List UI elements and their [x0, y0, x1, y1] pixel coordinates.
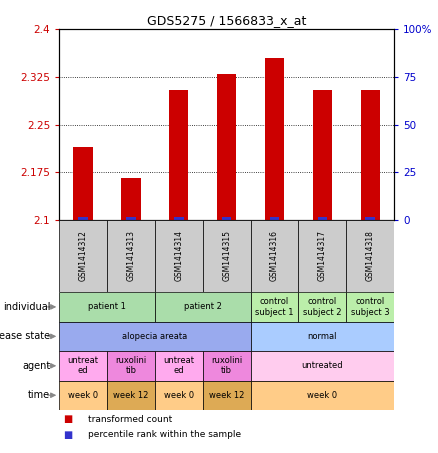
Bar	[365, 217, 375, 220]
Bar	[126, 217, 136, 220]
Text: week 0: week 0	[307, 391, 337, 400]
Text: GSM1414317: GSM1414317	[318, 231, 327, 281]
Bar	[107, 351, 155, 381]
Bar	[298, 220, 346, 292]
Bar	[251, 381, 394, 410]
Text: individual: individual	[3, 302, 50, 312]
Text: week 12: week 12	[113, 391, 148, 400]
Text: week 12: week 12	[209, 391, 244, 400]
Bar	[251, 351, 394, 381]
Bar	[155, 351, 203, 381]
Text: transformed count: transformed count	[88, 414, 172, 424]
Bar	[174, 217, 184, 220]
Bar	[59, 322, 251, 351]
Bar	[121, 178, 141, 220]
Bar	[346, 292, 394, 322]
Bar	[222, 217, 231, 220]
Text: GSM1414318: GSM1414318	[366, 231, 375, 281]
Text: untreat
ed: untreat ed	[163, 356, 194, 376]
Bar	[360, 90, 380, 220]
Text: percentile rank within the sample: percentile rank within the sample	[88, 430, 241, 439]
Bar	[298, 292, 346, 322]
Text: untreat
ed: untreat ed	[67, 356, 99, 376]
Bar	[155, 292, 251, 322]
Text: control
subject 1: control subject 1	[255, 297, 294, 317]
Bar	[59, 220, 107, 292]
Bar	[203, 351, 251, 381]
Text: patient 1: patient 1	[88, 303, 126, 311]
Text: control
subject 2: control subject 2	[303, 297, 342, 317]
Text: patient 2: patient 2	[184, 303, 222, 311]
Text: untreated: untreated	[302, 361, 343, 370]
Bar	[155, 381, 203, 410]
Text: normal: normal	[307, 332, 337, 341]
Text: GSM1414314: GSM1414314	[174, 231, 183, 281]
Bar	[78, 217, 88, 220]
Bar	[265, 58, 284, 220]
Bar	[59, 381, 107, 410]
Bar	[74, 147, 93, 220]
Text: control
subject 3: control subject 3	[351, 297, 389, 317]
Bar	[107, 381, 155, 410]
Text: ■: ■	[64, 430, 73, 440]
Bar	[155, 220, 203, 292]
Text: GSM1414316: GSM1414316	[270, 231, 279, 281]
Text: ■: ■	[64, 414, 73, 424]
Bar	[313, 90, 332, 220]
Bar	[251, 292, 298, 322]
Text: GSM1414315: GSM1414315	[222, 231, 231, 281]
Bar	[107, 220, 155, 292]
Text: GSM1414312: GSM1414312	[78, 231, 88, 281]
Title: GDS5275 / 1566833_x_at: GDS5275 / 1566833_x_at	[147, 14, 306, 27]
Bar	[251, 220, 298, 292]
Text: disease state: disease state	[0, 331, 50, 342]
Bar	[169, 90, 188, 220]
Bar	[318, 217, 327, 220]
Text: time: time	[28, 390, 50, 400]
Bar	[346, 220, 394, 292]
Bar	[59, 351, 107, 381]
Text: ruxolini
tib: ruxolini tib	[211, 356, 242, 376]
Bar	[217, 74, 236, 220]
Text: week 0: week 0	[68, 391, 98, 400]
Bar	[59, 292, 155, 322]
Text: alopecia areata: alopecia areata	[122, 332, 187, 341]
Text: GSM1414313: GSM1414313	[127, 231, 135, 281]
Text: week 0: week 0	[164, 391, 194, 400]
Bar	[270, 217, 279, 220]
Bar	[251, 322, 394, 351]
Text: agent: agent	[22, 361, 50, 371]
Text: ruxolini
tib: ruxolini tib	[115, 356, 147, 376]
Bar	[203, 220, 251, 292]
Bar	[203, 381, 251, 410]
